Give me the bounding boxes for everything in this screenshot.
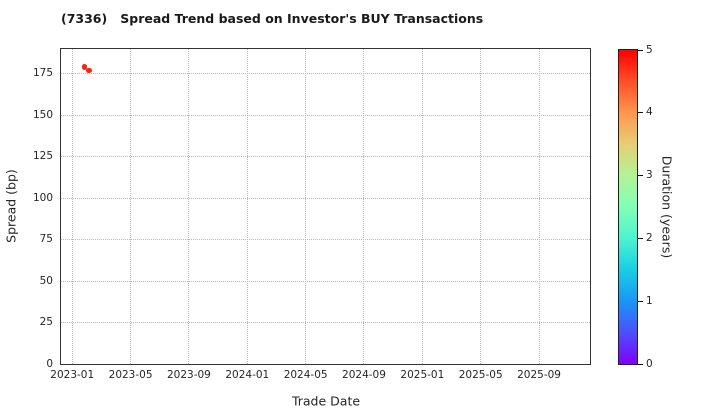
gridline-horizontal <box>61 73 590 75</box>
x-tick-label: 2024-05 <box>283 369 328 381</box>
y-tick-label: 175 <box>32 67 53 80</box>
y-tick-label: 75 <box>39 233 53 246</box>
colorbar-gradient <box>618 49 638 365</box>
y-axis-label: Spread (bp) <box>3 169 19 243</box>
gridline-vertical <box>363 49 365 364</box>
gridline-vertical <box>71 49 73 364</box>
x-tick-label: 2023-09 <box>166 369 211 381</box>
scatter-point <box>85 67 92 74</box>
x-axis-label: Trade Date <box>291 393 361 409</box>
x-tick-label: 2025-01 <box>400 369 445 381</box>
gridline-horizontal <box>61 156 590 158</box>
colorbar-tick <box>638 300 643 302</box>
x-tick-label: 2024-09 <box>342 369 386 381</box>
gridline-vertical <box>305 49 307 364</box>
gridline-horizontal <box>61 197 590 199</box>
colorbar-tick <box>638 237 643 239</box>
gridline-horizontal <box>61 239 590 241</box>
colorbar-label: Duration (years) <box>659 155 675 259</box>
colorbar-tick <box>638 49 643 51</box>
colorbar-tick-label: 2 <box>646 231 653 244</box>
gridline-horizontal <box>61 280 590 282</box>
y-tick-label: 125 <box>32 150 53 163</box>
colorbar-tick <box>638 112 643 114</box>
x-tick-label: 2025-09 <box>517 369 561 381</box>
gridline-horizontal <box>61 322 590 324</box>
x-tick-label: 2023-05 <box>108 369 153 381</box>
colorbar-tick <box>638 363 643 365</box>
y-tick-label: 0 <box>46 357 53 370</box>
gridline-vertical <box>421 49 423 364</box>
colorbar-tick <box>638 175 643 177</box>
colorbar-tick-label: 3 <box>646 169 653 182</box>
colorbar-tick-label: 5 <box>646 43 653 56</box>
y-tick-label: 25 <box>39 316 53 329</box>
chart-title: (7336) Spread Trend based on Investor's … <box>61 11 484 26</box>
colorbar-tick-label: 1 <box>646 294 653 307</box>
x-tick-label: 2024-01 <box>225 369 270 381</box>
scatter-point <box>81 64 88 71</box>
gridline-vertical <box>130 49 132 364</box>
x-tick-label: 2025-05 <box>458 369 503 381</box>
colorbar-tick-label: 0 <box>646 357 653 370</box>
x-tick-label: 2023-01 <box>50 369 95 381</box>
gridline-vertical <box>538 49 540 364</box>
y-tick-label: 150 <box>32 108 53 121</box>
colorbar-tick-label: 4 <box>646 106 653 119</box>
gridline-vertical <box>188 49 190 364</box>
gridline-horizontal <box>61 114 590 116</box>
y-tick-label: 100 <box>32 191 53 204</box>
gridline-vertical <box>480 49 482 364</box>
gridline-vertical <box>246 49 248 364</box>
y-tick-label: 50 <box>39 274 53 287</box>
plot-area <box>60 48 591 365</box>
